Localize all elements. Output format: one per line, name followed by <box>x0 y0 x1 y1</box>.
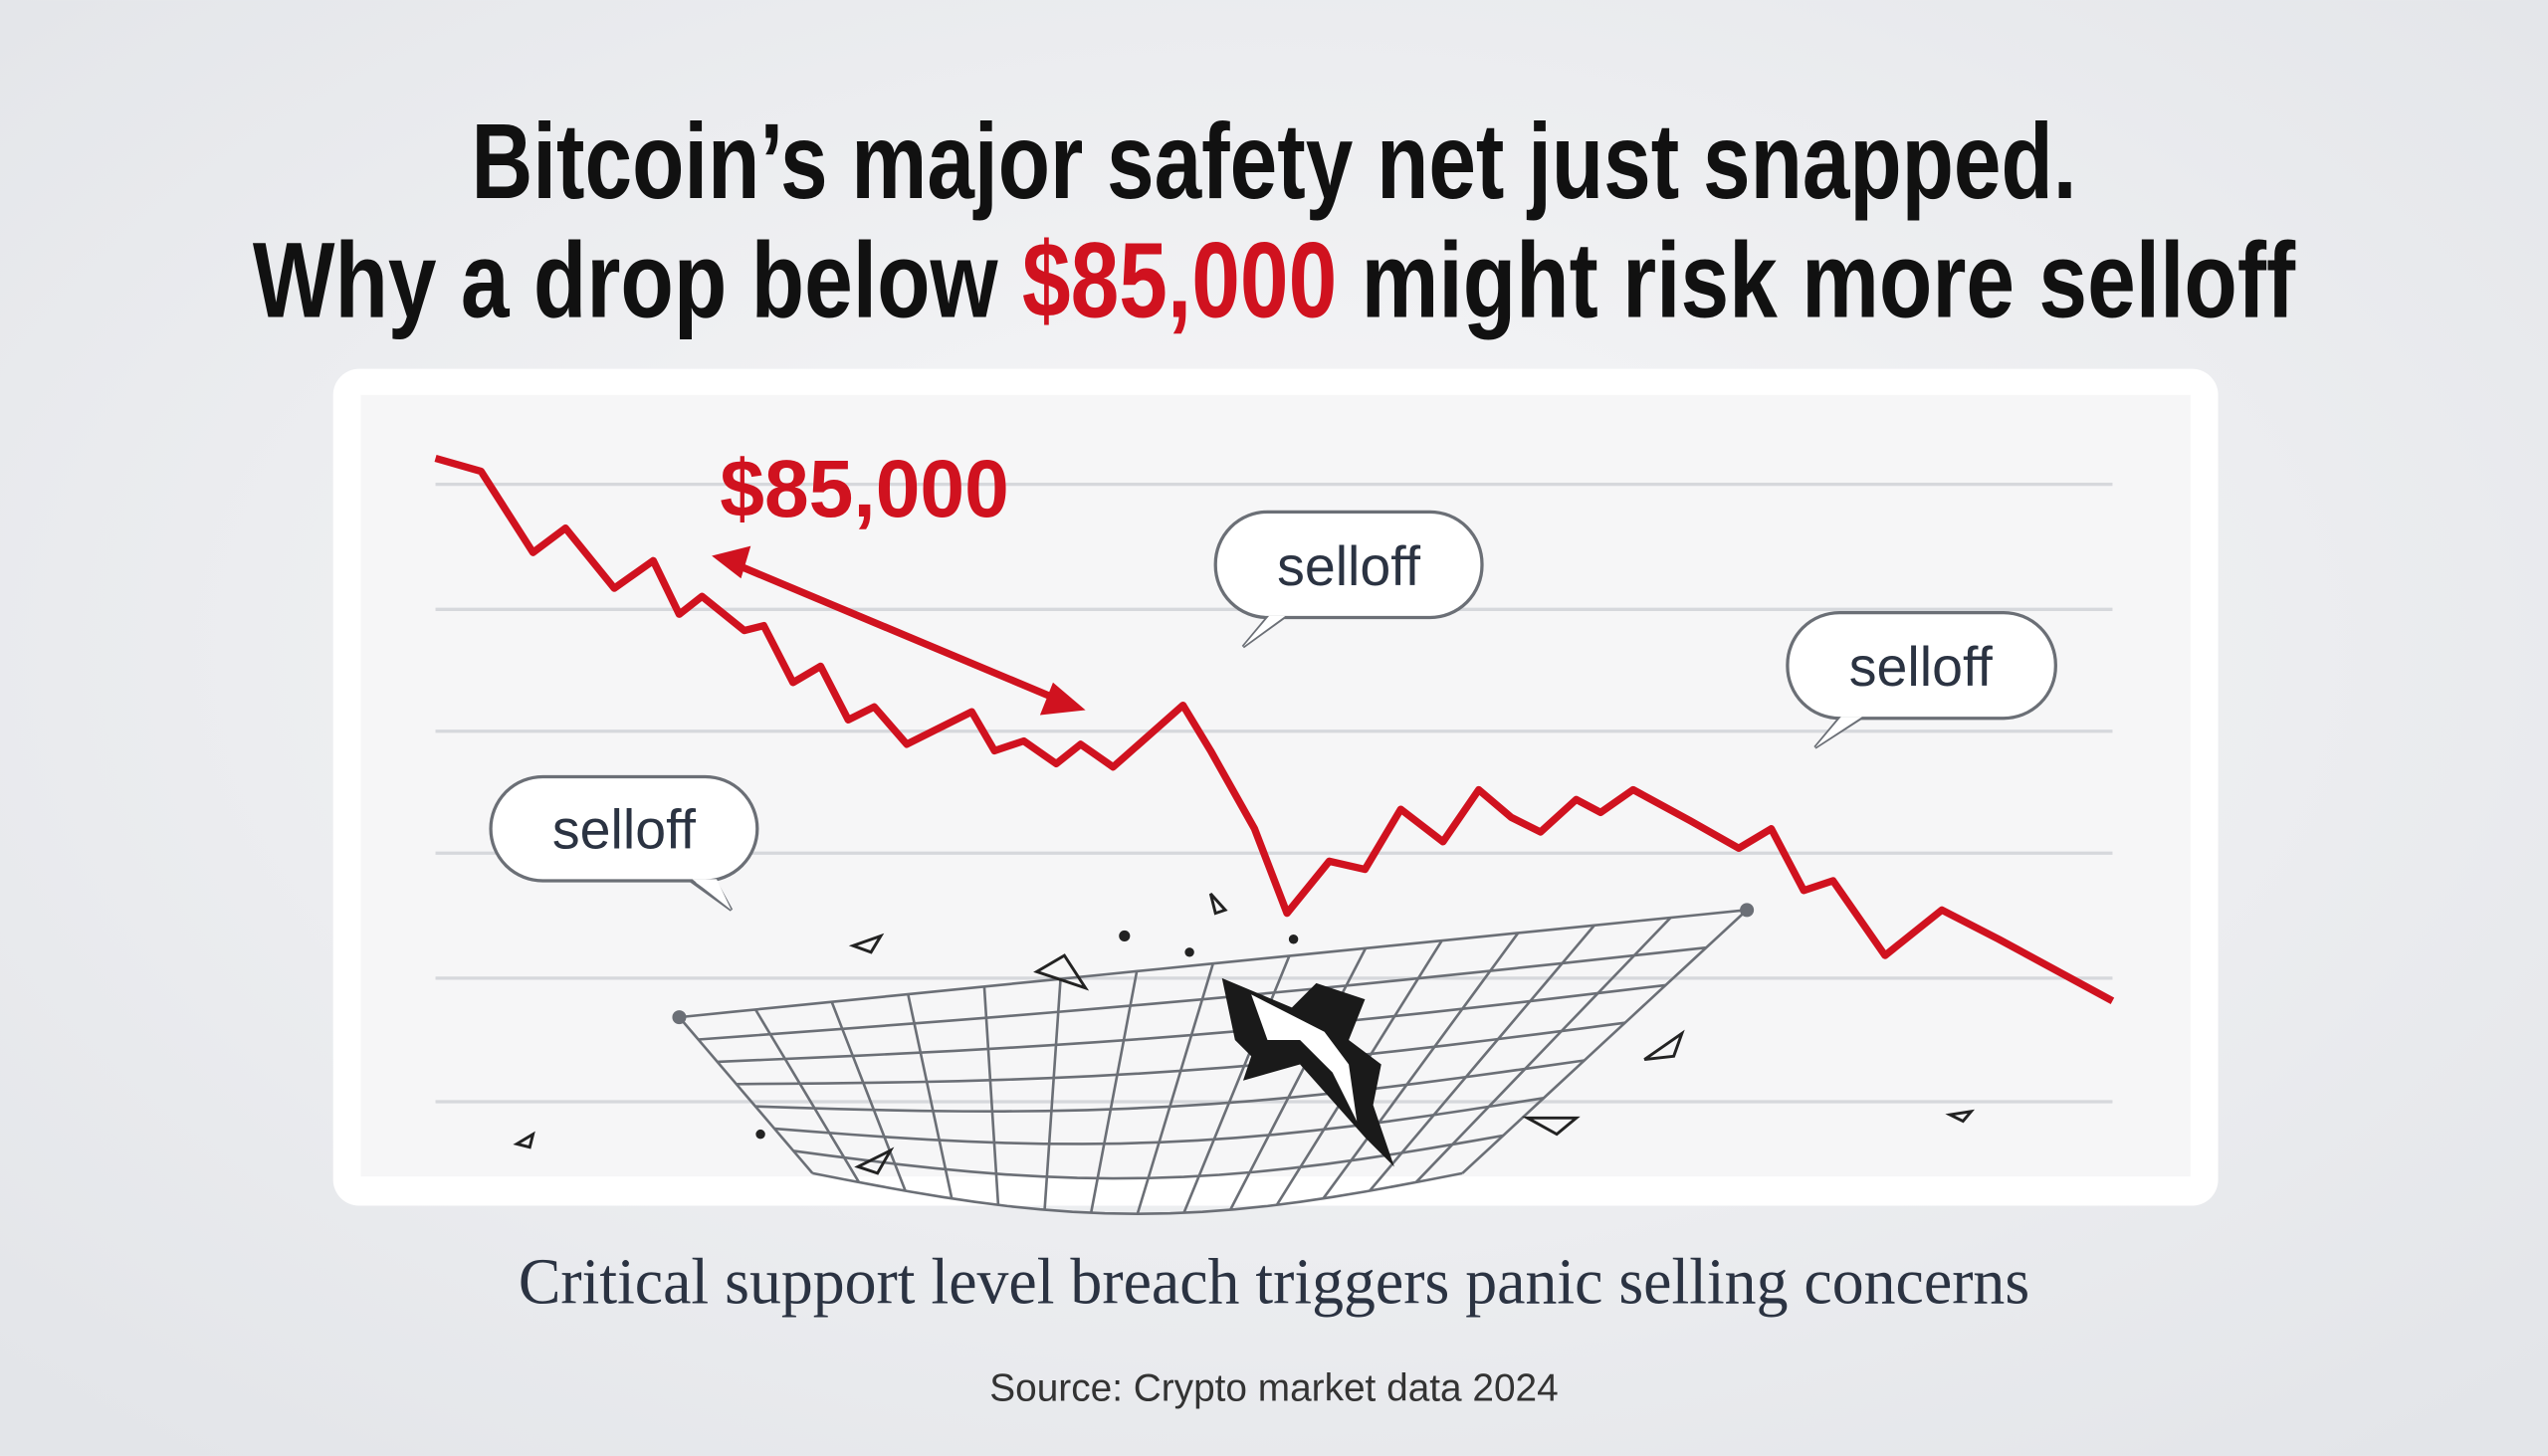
net-strand <box>907 993 954 1199</box>
net-strand <box>812 1171 1463 1215</box>
headline-highlight: $85,000 <box>1022 219 1337 339</box>
bubble <box>1213 510 1484 620</box>
price-label: $85,000 <box>720 444 1009 534</box>
net-strand <box>1369 924 1595 1192</box>
net-strand <box>753 1008 861 1183</box>
arrow-head <box>1039 682 1086 716</box>
net-strand <box>1322 932 1520 1200</box>
net-strand <box>717 983 1666 1064</box>
caption: Critical support level breach triggers p… <box>519 1246 2029 1318</box>
net-strand <box>1136 962 1215 1215</box>
price-line <box>434 454 2115 1005</box>
net-strand <box>982 986 1000 1205</box>
bubble-text: selloff <box>1277 535 1421 597</box>
net-strand <box>1089 970 1139 1213</box>
source: Source: Crypto market data 2024 <box>989 1366 1558 1409</box>
net-strand <box>1461 909 1748 1174</box>
bubble-text: selloff <box>552 798 697 860</box>
bubble <box>1786 610 2057 721</box>
net-anchor <box>672 1010 687 1025</box>
net-strand <box>1182 955 1291 1214</box>
bubble <box>489 774 759 883</box>
net-anchor <box>1740 903 1755 918</box>
headline-text: might risk more selloff <box>1362 219 2296 339</box>
headline-line1: Bitcoin’s major safety net just snapped. <box>471 101 2076 221</box>
net <box>672 903 1755 1215</box>
headline-line2: Why a drop below $85,000 might risk more… <box>253 219 2296 339</box>
bubble-text: selloff <box>1849 636 1994 698</box>
net-strand <box>736 1021 1625 1086</box>
net-strand <box>679 909 1748 1019</box>
net-strand <box>698 945 1707 1041</box>
net-strand <box>1414 917 1672 1183</box>
net-strand <box>1043 978 1062 1210</box>
arrow-head <box>712 545 751 579</box>
arrow-shaft <box>733 560 1058 703</box>
net-strand <box>1228 947 1368 1211</box>
net-strand <box>773 1096 1545 1145</box>
net-strand <box>830 1001 907 1192</box>
debris <box>513 893 1976 1175</box>
net-tear-highlight <box>1251 994 1358 1122</box>
headline-text: Why a drop below <box>253 219 999 339</box>
net-strand <box>754 1059 1586 1113</box>
bubbles <box>489 510 2057 912</box>
net-strand <box>678 1016 814 1174</box>
